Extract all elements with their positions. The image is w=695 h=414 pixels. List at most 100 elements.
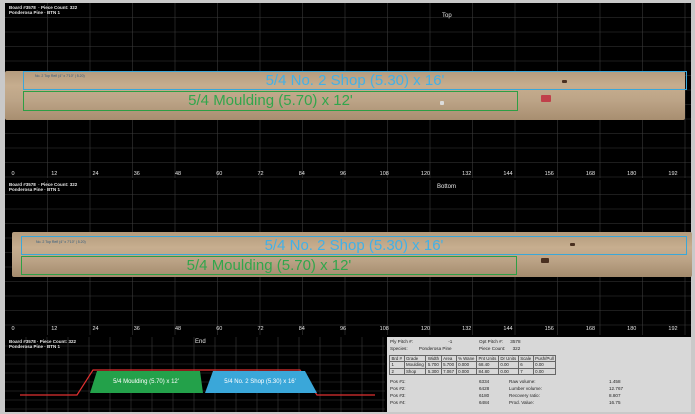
bottom-ruler: 0 12 24 36 48 60 72 84 96 108 120 132 144 156 168 180 19… <box>5 326 691 333</box>
bottom-panel-label: Board #3578 · Piece Count: 322 Ponderosa… <box>9 182 78 192</box>
end-moulding-label: 5/4 Moulding (5.70) x 12' <box>113 379 179 385</box>
end-grid <box>5 337 385 412</box>
top-cut-shop-note: No. 2 Top Refl (4" x 7'10" | 5.20) <box>35 74 85 78</box>
ruler-tick-label: 24 <box>92 171 99 177</box>
table-header: % Wane <box>455 354 478 363</box>
table-cell: 0.00 <box>532 367 557 376</box>
ruler-tick-label: 156 <box>544 326 554 332</box>
ruler-tick-label: 168 <box>585 171 596 177</box>
table-cell: 84.80 <box>476 367 499 376</box>
ruler-tick-label: 144 <box>503 326 513 332</box>
table-header: Dr Units <box>497 354 519 363</box>
ruler-tick-label: 72 <box>257 171 264 177</box>
table-header: Push/Pull <box>532 354 557 363</box>
bottom-cut-moulding[interactable]: 5/4 Moulding (5.70) x 12' <box>21 256 517 275</box>
ruler-tick-label: 36 <box>133 326 140 332</box>
ruler-tick-label: 156 <box>544 171 554 177</box>
table-header: Width <box>425 354 442 363</box>
end-panel-title: End <box>195 339 206 345</box>
pos-row: Pos #4: <box>390 400 406 405</box>
bottom-panel-title: Bottom <box>437 184 457 190</box>
ruler-tick-label: 60 <box>216 171 223 177</box>
table-header-row: Brd # Grade Width Area % Wane Pnt Units … <box>389 354 557 363</box>
ruler-tick-label: 180 <box>627 171 637 177</box>
table-cell: Moulding <box>403 361 427 369</box>
species: Species: Ponderosa Pine <box>390 346 452 351</box>
table-cell: 5.700 <box>425 361 442 369</box>
bottom-cut-shop-label: 5/4 No. 2 Shop (5.30) x 16' <box>264 237 444 254</box>
opt-pitch: Opt Pitch #: 3578 <box>479 339 521 344</box>
stat-label: Raw volume: <box>509 379 536 384</box>
ruler-tick-label: 72 <box>257 326 264 332</box>
top-cut-moulding[interactable]: 5/4 Moulding (5.70) x 12' <box>23 91 518 111</box>
ruler-tick-label: 96 <box>339 326 347 332</box>
pos-row: Pos #2: <box>390 386 406 391</box>
ruler-tick-label: 60 <box>216 326 223 332</box>
table-cell: 5.700 <box>440 361 457 369</box>
table-cell: 2 <box>389 367 405 376</box>
top-cut-shop-label: 5/4 No. 2 Shop (5.30) x 16' <box>265 72 445 89</box>
table-cell: 7 <box>517 367 534 376</box>
knot-defect <box>562 80 567 83</box>
stat-value: 1.458 <box>609 379 621 384</box>
ruler-tick-label: 0 <box>11 171 15 177</box>
knot-defect <box>570 243 575 246</box>
top-ruler: 0 12 24 36 48 60 72 84 96 108 120 132 144 156 168 180 19… <box>5 171 691 178</box>
ply-pitch: Ply Pitch #: -1 <box>390 339 453 344</box>
board-info-panel: Ply Pitch #: -1 Opt Pitch #: 3578 Specie… <box>387 337 691 412</box>
bottom-cut-shop-note: No. 2 Top Refl (4" x 7'10" | 5.20) <box>36 240 86 244</box>
end-view-panel: Board #3578 · Piece Count: 322 Ponderosa… <box>5 337 385 412</box>
board-top-image <box>5 71 685 120</box>
table-cell: 7.067 <box>440 367 457 376</box>
ruler-tick-label: 180 <box>627 326 637 332</box>
ruler-tick-label: 48 <box>174 326 182 332</box>
top-cut-shop[interactable]: 5/4 No. 2 Shop (5.30) x 16' <box>23 71 687 90</box>
ruler-tick-label: 24 <box>92 326 99 332</box>
table-header: Scale <box>517 354 534 363</box>
stat-value: 16.75 <box>609 400 621 405</box>
defect-marker[interactable] <box>541 95 551 102</box>
table-cell: 0.000 <box>455 361 478 369</box>
table-row[interactable]: 1 Moulding 5.700 5.700 0.000 68.40 0.00 … <box>389 361 557 369</box>
end-moulding-shape[interactable] <box>90 371 203 393</box>
defect-marker[interactable] <box>440 101 444 105</box>
table-row[interactable]: 2 Shop 5.300 7.067 0.000 84.80 0.00 7 0.… <box>389 367 557 376</box>
ruler-tick-label: 120 <box>420 171 431 177</box>
ruler-tick-label: 84 <box>298 326 305 332</box>
ruler-tick-label: 12 <box>51 171 58 177</box>
table-cell: Shop <box>403 367 427 376</box>
ruler-tick-label: 132 <box>462 171 472 177</box>
pos-row: Pos #3: <box>390 393 406 398</box>
ruler-tick-label: 12 <box>51 326 58 332</box>
table-header: Brd # <box>389 354 405 363</box>
pos-row: Pos #1: <box>390 379 406 384</box>
bottom-cut-moulding-label: 5/4 Moulding (5.70) x 12' <box>186 257 352 274</box>
ruler-tick-label: 0 <box>11 326 15 332</box>
ruler-tick-label: 48 <box>174 171 182 177</box>
end-panel-label: Board #3578 · Piece Count: 322 Ponderosa… <box>9 339 77 349</box>
knot-defect <box>541 258 549 263</box>
table-cell: 0.000 <box>455 367 478 376</box>
stat-value: 8.807 <box>609 393 621 398</box>
table-cell: 0.00 <box>497 367 519 376</box>
ruler-tick-label: 192 <box>668 326 678 332</box>
pos-value: 6428 <box>479 386 490 391</box>
top-panel-title: Top <box>442 13 452 19</box>
top-panel-label: Board #3578 · Piece Count: 322 Ponderosa… <box>9 5 78 15</box>
ruler-tick-label: 144 <box>503 171 513 177</box>
pos-value: 6180 <box>479 393 490 398</box>
stat-value: 12.767 <box>609 386 624 391</box>
ruler-tick-label: 168 <box>585 326 596 332</box>
stat-label: Lumber volume: <box>509 386 542 391</box>
ruler-tick-label: 96 <box>339 171 347 177</box>
ruler-tick-label: 108 <box>379 171 389 177</box>
ruler-tick-label: 84 <box>298 171 305 177</box>
ruler-tick-label: 132 <box>462 326 472 332</box>
ruler-tick-label: 192 <box>668 171 678 177</box>
pos-value: 6484 <box>479 400 490 405</box>
piece-count: Piece Count: 322 <box>479 346 521 351</box>
bottom-cut-shop[interactable]: 5/4 No. 2 Shop (5.30) x 16' <box>21 236 687 255</box>
end-shop-shape[interactable] <box>205 371 317 393</box>
stat-label: Recovery ratio: <box>509 393 540 398</box>
ruler-tick-label: 120 <box>420 326 431 332</box>
